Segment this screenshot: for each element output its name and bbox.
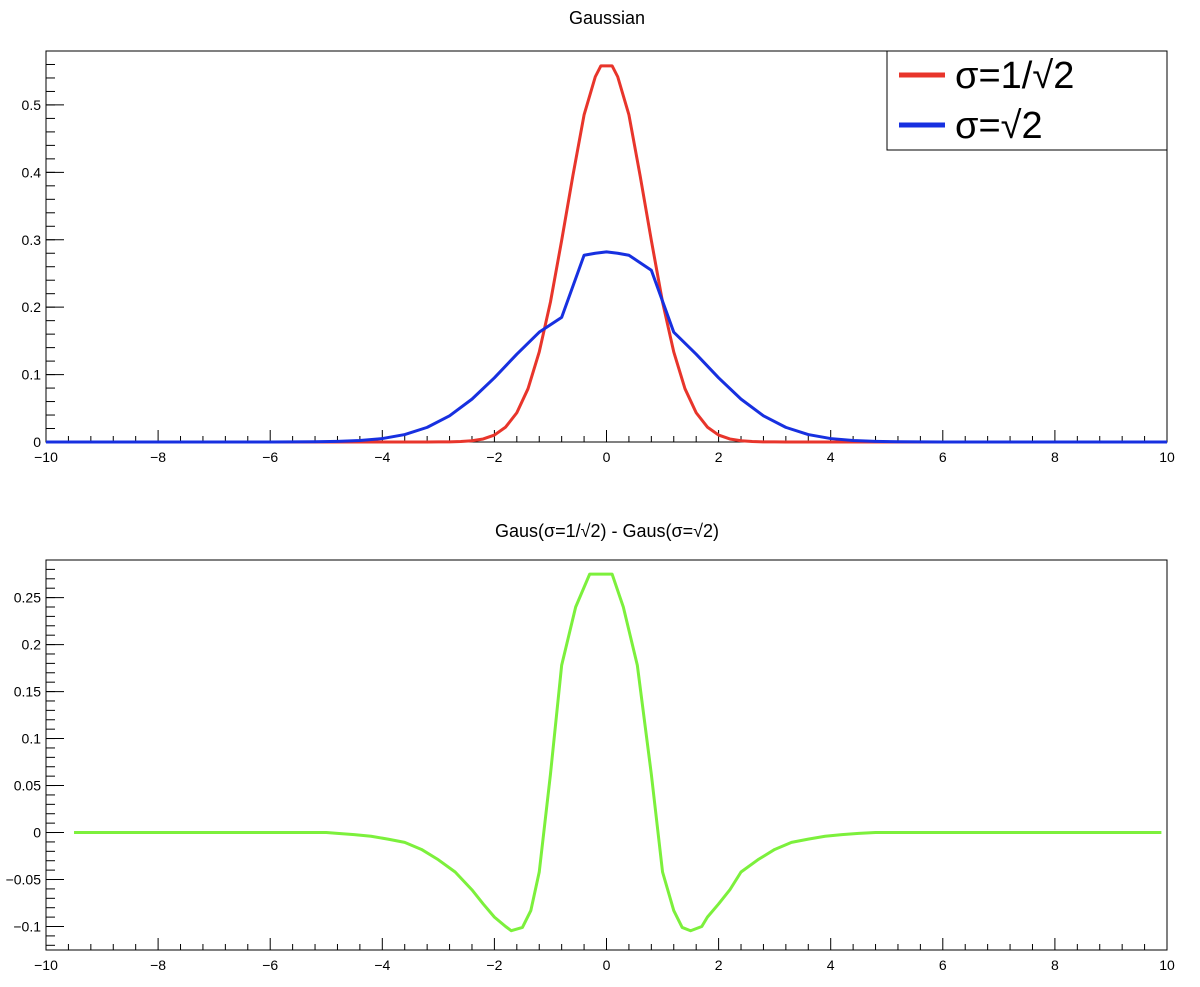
x-tick-label: 2 <box>715 957 723 973</box>
x-tick-label: −4 <box>374 449 390 465</box>
legend-label-2: σ=√2 <box>955 105 1043 147</box>
series-line-2 <box>46 250 1167 444</box>
x-tick-label: −10 <box>34 957 58 973</box>
legend-label-1: σ=1/√2 <box>955 55 1074 97</box>
x-tick-label: −8 <box>150 449 166 465</box>
chart-title: Gaussian <box>569 8 645 28</box>
y-tick-label: 0.2 <box>22 299 42 315</box>
y-tick-label: 0.3 <box>22 232 42 248</box>
y-tick-label: 0 <box>33 825 41 841</box>
x-tick-label: −4 <box>374 957 390 973</box>
x-tick-label: 4 <box>827 957 835 973</box>
y-tick-label: 0.15 <box>14 684 41 700</box>
x-tick-label: 10 <box>1159 957 1175 973</box>
y-tick-label: 0.4 <box>22 164 42 180</box>
chart-panel-1: Gaussian −10 −8 −6 −4 −2 0 2 4 6 8 10 0 0.1 0.2 0.3 0.4 0… <box>22 8 1175 465</box>
y-tick-label: 0.25 <box>14 590 41 606</box>
y-tick-label: 0.5 <box>22 97 42 113</box>
y-tick-label: 0 <box>33 434 41 450</box>
x-tick-label: −6 <box>262 449 278 465</box>
x-tick-label: 8 <box>1051 957 1059 973</box>
x-tick-label: 0 <box>603 957 611 973</box>
legend: σ=1/√2 σ=√2 <box>886 50 1168 151</box>
y-tick-label: −0.1 <box>13 919 41 935</box>
x-tick-label: −6 <box>262 957 278 973</box>
x-tick-label: 0 <box>603 449 611 465</box>
x-tick-label: −2 <box>486 449 502 465</box>
x-tick-label: −10 <box>34 449 58 465</box>
y-tick-label: 0.1 <box>22 731 42 747</box>
x-tick-label: 6 <box>939 957 947 973</box>
x-tick-label: 2 <box>715 449 723 465</box>
series-line-1 <box>74 572 1162 933</box>
x-tick-label: −2 <box>486 957 502 973</box>
y-tick-label: 0.05 <box>14 778 41 794</box>
x-tick-label: 6 <box>939 449 947 465</box>
y-tick-label: 0.1 <box>22 367 42 383</box>
x-tick-label: −8 <box>150 957 166 973</box>
chart-title: Gaus(σ=1/√2) - Gaus(σ=√2) <box>495 521 719 541</box>
y-tick-label: −0.05 <box>6 872 42 888</box>
y-tick-label: 0.2 <box>22 637 42 653</box>
legend-box <box>886 50 1168 151</box>
plot-frame <box>45 559 1168 951</box>
x-tick-label: 4 <box>827 449 835 465</box>
chart-panel-2: Gaus(σ=1/√2) - Gaus(σ=√2) −10 −8 −6 −4 −2 0 2 4 6… <box>6 521 1175 973</box>
x-tick-label: 8 <box>1051 449 1059 465</box>
x-tick-label: 10 <box>1159 449 1175 465</box>
